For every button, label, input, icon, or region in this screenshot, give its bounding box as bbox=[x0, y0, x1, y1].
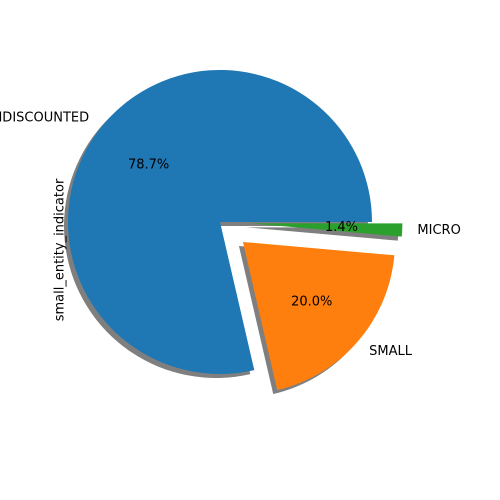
slice-micro bbox=[250, 223, 403, 237]
category-label-micro: MICRO bbox=[417, 223, 460, 238]
slices bbox=[68, 69, 403, 391]
slice-undiscounted bbox=[68, 69, 373, 375]
category-label-small: SMALL bbox=[369, 344, 413, 359]
percent-label-undiscounted: 78.7% bbox=[128, 158, 169, 173]
y-axis-label: small_entity_indicator bbox=[53, 178, 68, 321]
slice-small bbox=[242, 241, 395, 391]
labels: UNDISCOUNTED 78.7% SMALL 20.0% MICRO 1.4% bbox=[0, 110, 461, 359]
percent-label-small: 20.0% bbox=[291, 294, 332, 309]
category-label-undiscounted: UNDISCOUNTED bbox=[0, 110, 89, 125]
percent-label-micro: 1.4% bbox=[325, 220, 358, 235]
